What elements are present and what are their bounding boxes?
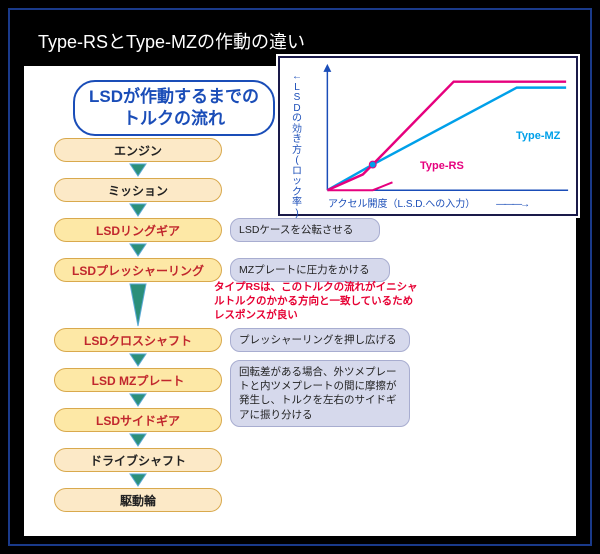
note-ring-gear: LSDケースを公転させる bbox=[230, 218, 380, 242]
flow-box: LSDリングギア bbox=[54, 218, 222, 242]
chart-label-mz: Type-MZ bbox=[516, 130, 560, 142]
flow-box: LSDサイドギア bbox=[54, 408, 222, 432]
flow-title-line1: LSDが作動するまでの bbox=[89, 87, 259, 106]
flow-box: ミッション bbox=[54, 178, 222, 202]
flow-arrow-icon bbox=[54, 472, 222, 488]
flow-box: LSDクロスシャフト bbox=[54, 328, 222, 352]
chart-y-axis-label: ←LSDの効き方(ロック率) bbox=[290, 72, 304, 219]
chart-label-rs: Type-RS bbox=[420, 160, 464, 172]
flow-column: エンジンミッション LSDリングギア LSDプレッシャーリング LSDクロスシャフト L… bbox=[54, 138, 222, 512]
note-mz-plate: 回転差がある場合、外ツメプレー トと内ツメプレートの間に摩擦が 発生し、トルクを… bbox=[230, 360, 410, 427]
flow-arrow-icon bbox=[54, 352, 222, 368]
flow-title-line2: トルクの流れ bbox=[123, 109, 225, 128]
flow-box: LSD MZプレート bbox=[54, 368, 222, 392]
note-cross-shaft: プレッシャーリングを押し広げる bbox=[230, 328, 410, 352]
outer-frame: Type-RSとType-MZの作動の違い LSDが作動するまでの トルクの流れ… bbox=[8, 8, 592, 546]
flow-arrow-icon bbox=[54, 202, 222, 218]
flow-box: エンジン bbox=[54, 138, 222, 162]
flow-arrow-icon bbox=[54, 432, 222, 448]
flow-box: 駆動輪 bbox=[54, 488, 222, 512]
page-title: Type-RSとType-MZの作動の違い bbox=[38, 28, 305, 54]
flow-arrow-icon bbox=[54, 392, 222, 408]
chart-panel: ←LSDの効き方(ロック率) アクセル開度（L.S.D.への入力） ———→ T… bbox=[278, 56, 578, 216]
flow-box: LSDプレッシャーリング bbox=[54, 258, 222, 282]
flow-box: ドライブシャフト bbox=[54, 448, 222, 472]
flow-arrow-icon bbox=[54, 242, 222, 258]
note-red-callout: タイプRSは、このトルクの流れがイニシャ ルトルクのかかる方向と一致しているため… bbox=[214, 280, 418, 323]
flow-arrow-icon bbox=[54, 282, 222, 328]
chart-x-axis-label: アクセル開度（L.S.D.への入力） ———→ bbox=[328, 195, 530, 210]
flow-arrow-icon bbox=[54, 162, 222, 178]
flow-title: LSDが作動するまでの トルクの流れ bbox=[54, 80, 294, 136]
note-pressure-ring: MZプレートに圧力をかける bbox=[230, 258, 390, 282]
